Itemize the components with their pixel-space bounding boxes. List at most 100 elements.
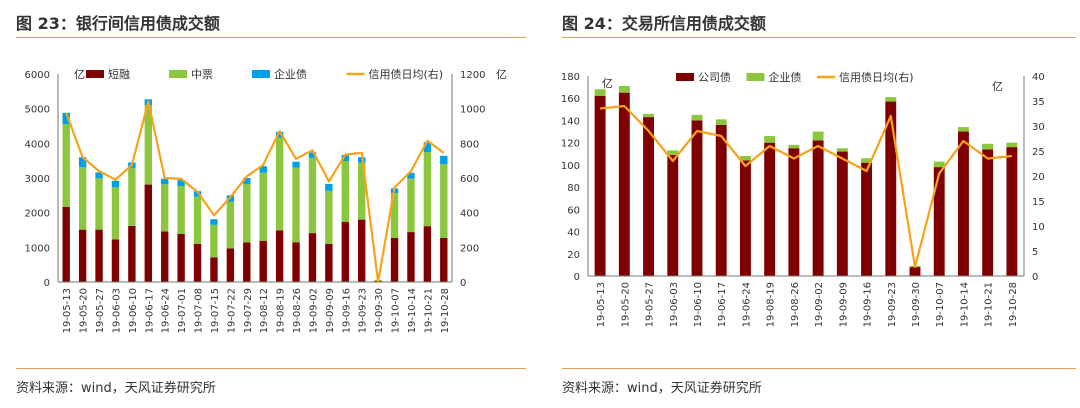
right-legend-swatch-0 [676,73,694,81]
left-xtick-label: 19-09-09 [325,288,336,333]
right-xtick-label: 19-10-07 [935,282,946,327]
right-bar-s0-6 [739,160,751,276]
left-bar-s0-2 [95,229,103,282]
right-ytick-label: 60 [567,205,580,216]
left-xtick-label: 19-08-19 [276,288,287,333]
right-line-series [599,104,1013,269]
left-bar-s0-4 [128,225,136,282]
left-bar-s1-21 [407,178,415,233]
right-y-unit-right: 亿 [992,80,1003,93]
left-legend-label-2: 企业债 [274,67,307,81]
right-bar-s1-6 [739,156,751,161]
right-xtick-label: 19-06-03 [669,282,680,327]
left-xtick-label: 19-07-22 [226,288,237,333]
right-legend-label-0: 公司债 [698,70,731,84]
left-xtick-label: 19-09-23 [358,288,369,333]
left-bar-s1-22 [423,152,432,227]
right-ytick-label: 180 [561,72,580,83]
left-bar-s1-23 [440,164,448,238]
right-y2tick-label: 0 [1032,272,1038,283]
right-bar-s0-12 [885,101,897,276]
right-xtick-label: 19-05-20 [620,282,631,327]
right-bar-s1-7 [764,136,776,143]
left-bar-s2-7 [177,180,185,186]
right-bar-s1-10 [836,148,848,152]
right-xtick-label: 19-08-19 [766,282,777,327]
left-legend-swatch-1 [169,70,187,78]
right-xtick-label: 19-10-21 [984,282,995,327]
right-y2tick-label: 10 [1032,222,1045,233]
right-xtick-label: 19-05-13 [596,282,607,327]
right-xtick-label: 19-06-24 [741,282,752,327]
right-bar-s1-4 [691,114,703,121]
left-y2tick-label: 200 [460,243,479,254]
right-ytick-label: 120 [561,139,580,150]
left-bar-s1-5 [144,105,152,185]
right-xtick-label: 19-10-28 [1008,282,1019,327]
left-bar-s0-8 [193,243,202,282]
left-chart-title: 图 23：银行间信用债成交额 [16,14,220,33]
left-xtick-label: 19-06-24 [161,288,172,333]
right-bar-s0-13 [909,267,921,276]
left-bar-s2-12 [259,166,267,173]
right-legend-label-1: 企业债 [769,70,802,84]
right-ytick-label: 140 [561,116,580,127]
right-xtick-label: 19-06-17 [717,282,728,327]
right-y2tick-label: 25 [1032,147,1045,158]
right-bar-s1-12 [885,97,897,102]
left-bar-s2-8 [193,191,202,197]
right-xtick-label: 19-09-02 [814,282,825,327]
left-bar-s1-9 [210,224,218,258]
right-bar-s1-15 [957,127,969,132]
left-ytick-label: 1000 [25,243,50,254]
left-xtick-label: 19-05-27 [95,288,106,333]
left-xtick-label: 19-07-08 [194,288,205,333]
right-chart-svg: 0 20 40 60 80 100 120 140 160 180 0 5 10 15 20 25 30 35 40… [561,70,1045,327]
left-bar-s0-5 [144,184,152,282]
left-legend-swatch-0 [86,70,104,78]
left-bar-s1-0 [62,124,70,207]
left-bar-s1-18 [358,162,366,220]
left-bar-s0-20 [390,237,399,282]
right-legend-swatch-1 [746,73,765,81]
left-bar-s0-21 [407,232,415,282]
left-bar-s0-17 [341,222,349,282]
left-xtick-label: 19-09-30 [374,288,385,333]
left-bar-s2-16 [325,183,333,191]
right-xtick-label: 19-09-09 [838,282,849,327]
right-y-unit-left: 亿 [602,77,613,90]
right-bar-s0-5 [715,124,727,276]
right-xtick-label: 19-09-16 [863,282,874,327]
right-y2tick-label: 30 [1032,122,1045,133]
left-title-rule [16,37,526,38]
left-y2tick-label: 1200 [460,70,485,81]
right-y2tick-label: 15 [1032,197,1045,208]
right-bar-s1-3 [667,150,679,155]
right-chart-title: 图 24：交易所信用债成交额 [562,14,766,33]
left-bar-s1-11 [243,183,251,243]
left-xtick-label: 19-10-14 [407,288,418,333]
left-xtick-label: 19-09-02 [308,288,319,333]
left-y2tick-label: 0 [460,278,466,289]
left-bar-s1-7 [177,185,185,234]
left-bar-s1-20 [390,193,399,238]
left-chart-panel: 图 23：银行间信用债成交额 0 1000 2000 3000 4000 5000 6000… [0,0,530,408]
left-y2tick-label: 1000 [460,105,485,116]
right-bar-s0-0 [594,96,606,276]
left-y2tick-label: 600 [460,174,479,185]
right-source-rule [562,368,1076,369]
left-y-unit-left: 亿 [74,68,85,81]
left-bar-s1-8 [193,196,202,244]
left-xtick-label: 19-10-21 [423,288,434,333]
left-bar-s0-16 [325,243,333,282]
left-chart-svg: 0 1000 2000 3000 4000 5000 6000 0 200 400 600 800 10… [25,67,507,333]
left-bar-s0-6 [161,231,169,282]
left-xtick-label: 19-08-26 [292,288,303,333]
left-bar-s0-10 [226,248,235,282]
left-ytick-label: 5000 [25,105,50,116]
left-xtick-label: 19-06-10 [128,288,139,333]
left-y2tick-label: 400 [460,209,479,220]
left-bar-s1-17 [341,161,349,223]
left-ytick-label: 6000 [25,70,50,81]
left-bar-s2-11 [243,178,251,184]
